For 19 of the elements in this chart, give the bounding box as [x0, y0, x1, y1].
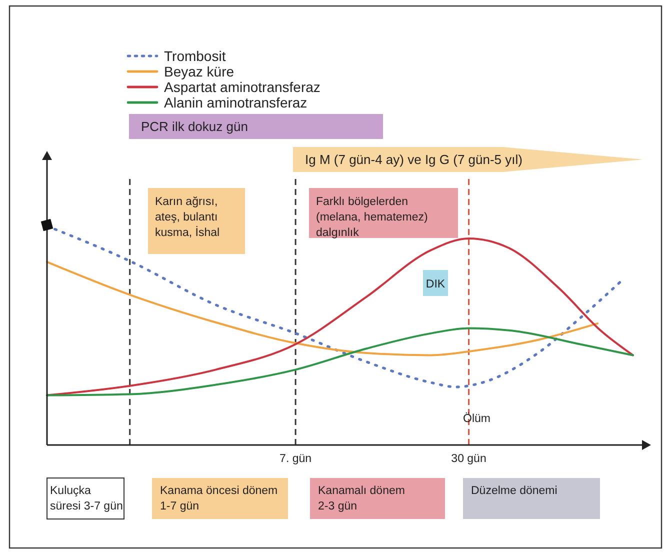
- text-box: Kanamalı dönem 2-3 gün: [310, 478, 445, 519]
- annotation: Karın ağrısı, ateş, bulantı kusma, İshal: [155, 196, 220, 240]
- ref-line-label: Ölüm: [463, 412, 491, 425]
- annotation: Farklı bölgelerden (melana, hematemez) dalgınlık: [316, 196, 428, 240]
- text-box: Düzelme dönemi: [463, 478, 600, 519]
- legend-label: Alanin aminotransferaz: [164, 94, 308, 110]
- arrow-banner: Ig M (7 gün-4 ay) ve Ig G (7 gün-5 yıl): [293, 147, 643, 172]
- text-box: Farklı bölgelerden (melana, hematemez) dalgınlık: [309, 188, 458, 240]
- text-box: Kuluçka süresi 3-7 gün: [46, 478, 124, 520]
- legend-label: Beyaz küre: [164, 64, 234, 80]
- annotation: DIK: [426, 278, 446, 290]
- text-box: Kanama öncesi dönem 1-7 gün: [152, 478, 288, 519]
- x-tick-label: 7. gün: [280, 453, 312, 465]
- text-box: Karın ağrısı, ateş, bulantı kusma, İshal: [148, 188, 245, 254]
- x-tick-label: 30 gün: [451, 453, 486, 465]
- legend-label: Trombosit: [164, 48, 226, 64]
- text-box: DIK: [423, 270, 448, 296]
- legend-label: Aspartat aminotransferaz: [164, 79, 320, 95]
- text-box: PCR ilk dokuz gün: [129, 114, 383, 139]
